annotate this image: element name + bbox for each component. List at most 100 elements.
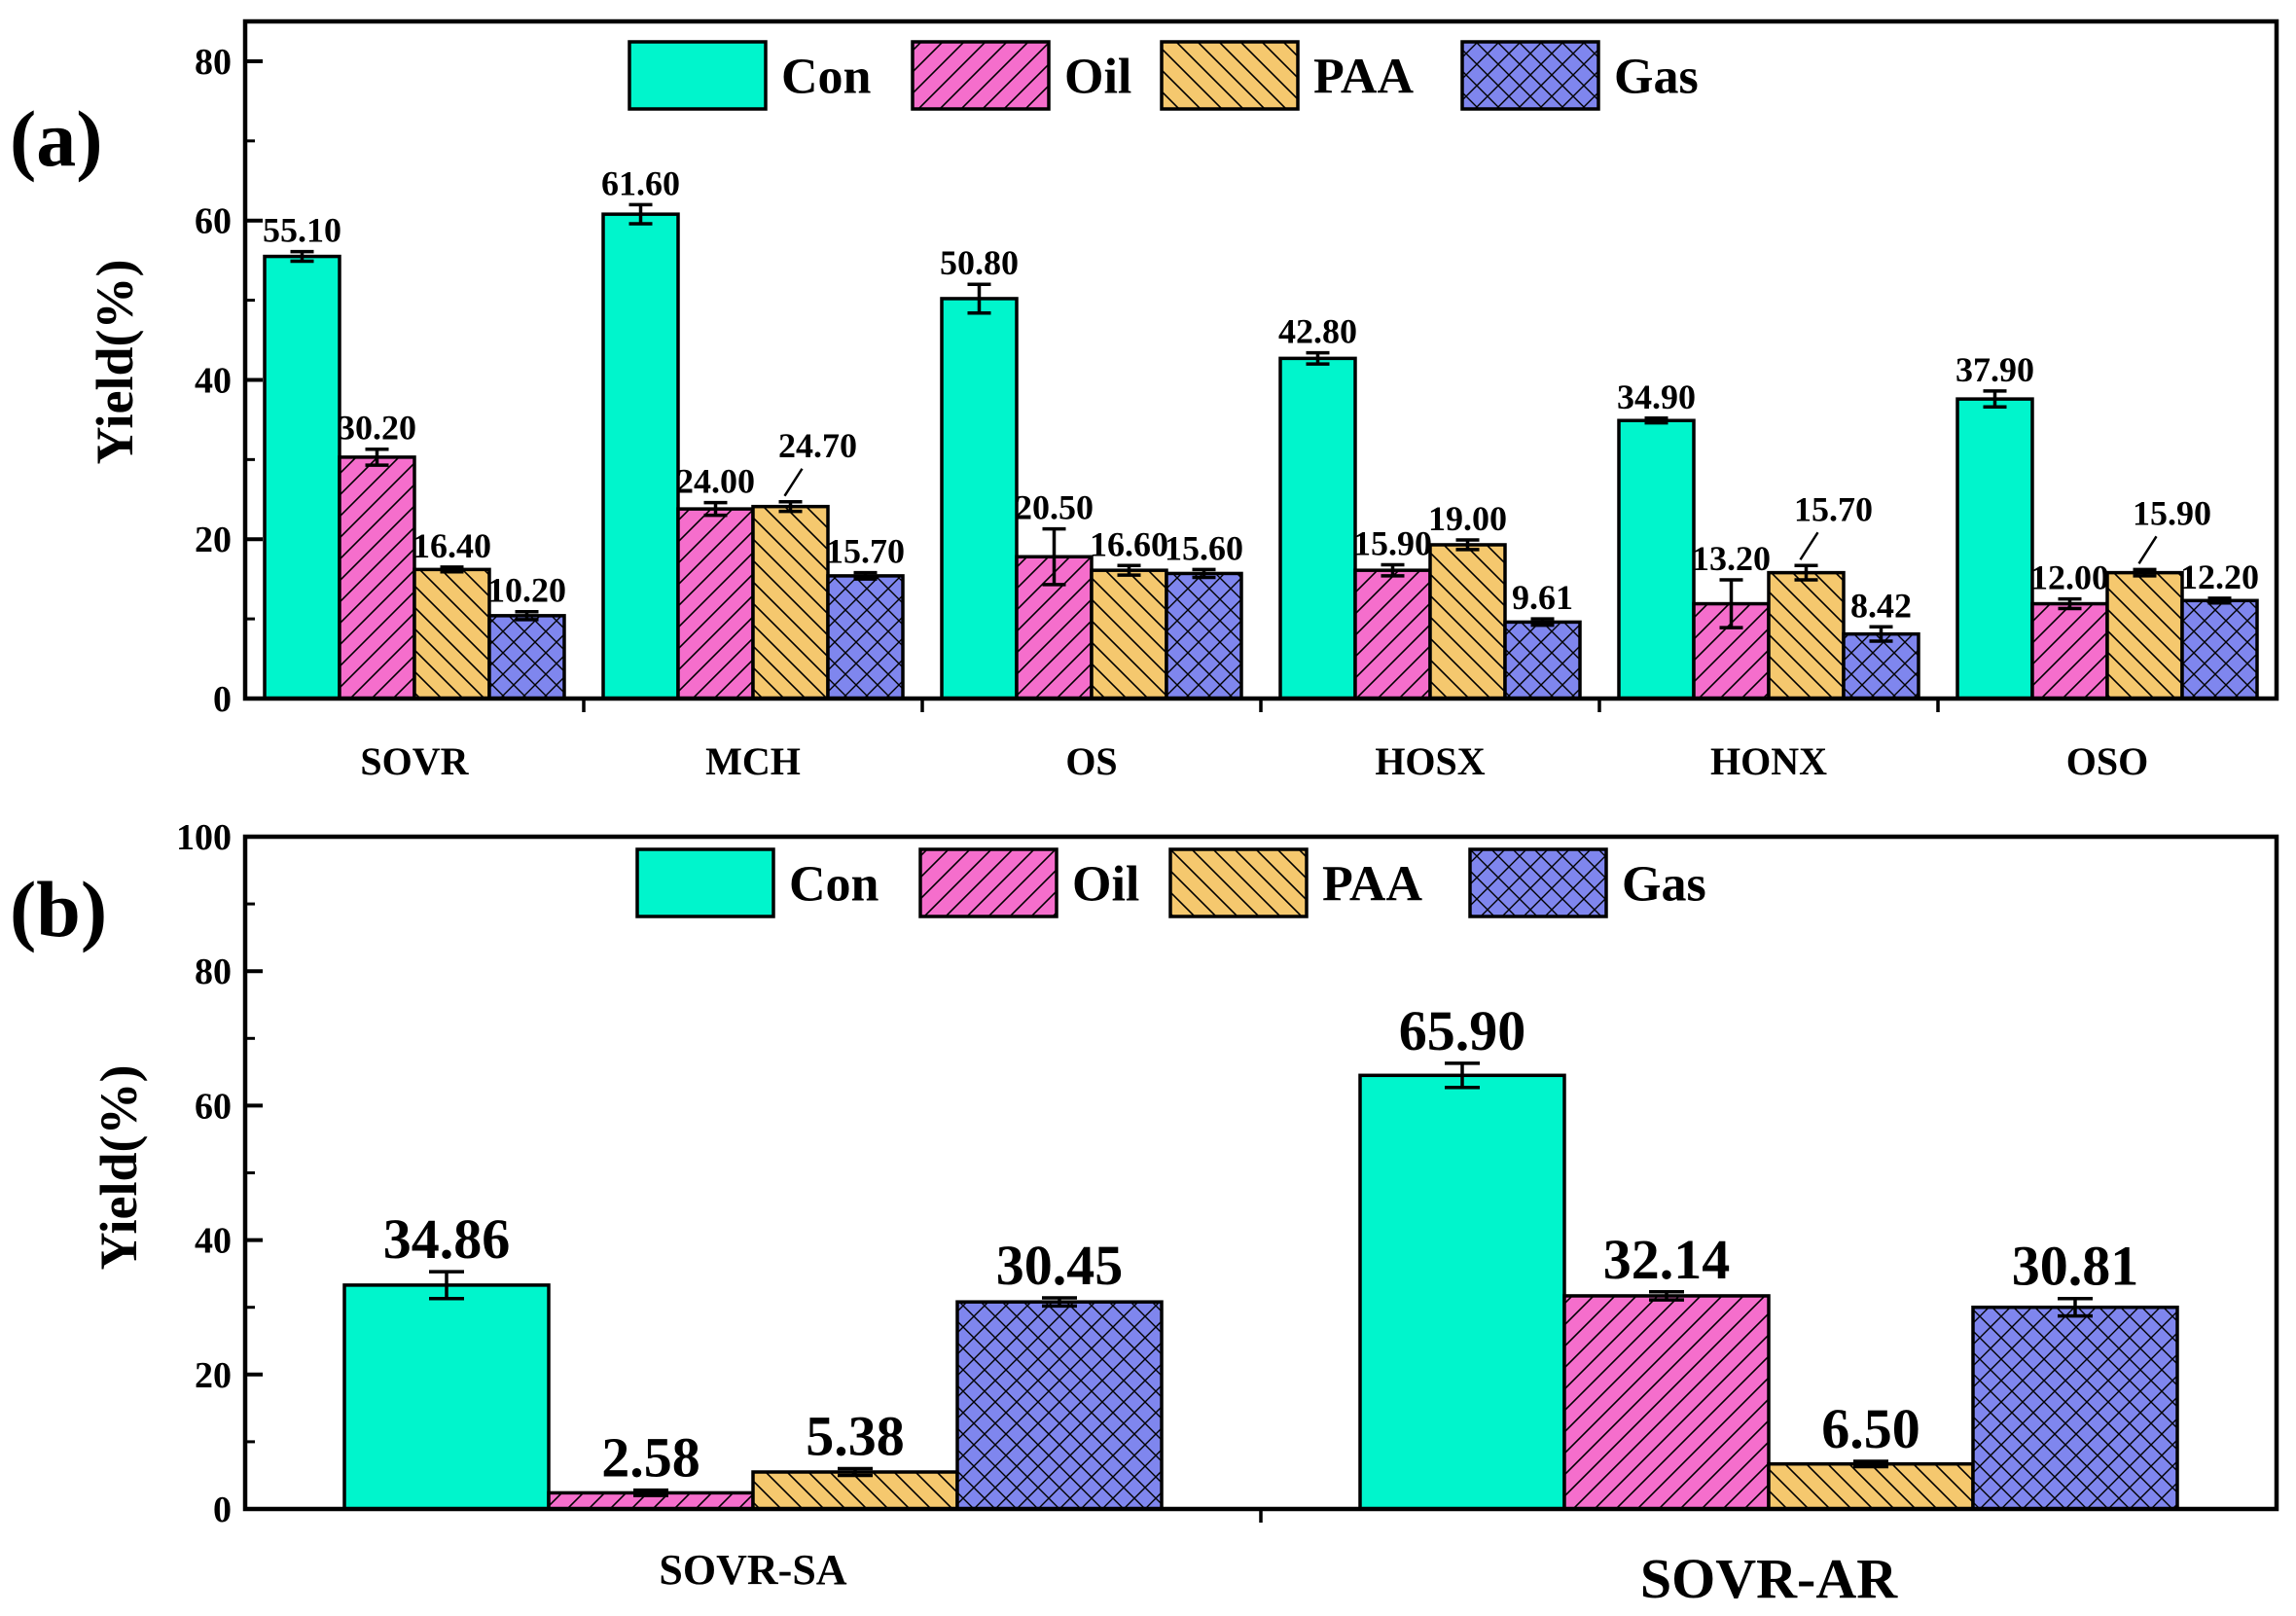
y-tick-label: 60	[195, 201, 232, 242]
legend-swatch-gas	[1460, 40, 1600, 111]
label-leader	[2137, 535, 2158, 565]
value-label: 15.90	[1353, 523, 1432, 562]
bar-gas	[1165, 571, 1243, 700]
category-label: SOVR-AR	[1640, 1547, 1898, 1610]
plot-frame	[242, 834, 2279, 1512]
legend-label-con: Con	[789, 857, 879, 913]
bar-con	[601, 212, 680, 700]
legend-a: Con Oil PAA Gas	[628, 40, 1699, 111]
y-tick-label: 20	[195, 520, 232, 560]
value-label: 20.50	[1015, 488, 1094, 527]
bar-con	[263, 254, 341, 700]
value-label: 50.80	[940, 243, 1019, 282]
legend-label-oil: Oil	[1064, 50, 1131, 105]
y-tick-label: 40	[195, 360, 232, 401]
bar-con	[342, 1283, 551, 1511]
bar-gas	[2180, 598, 2259, 700]
value-label: 34.86	[383, 1207, 511, 1271]
value-label: 42.80	[1278, 312, 1357, 351]
category-label: MCH	[705, 739, 801, 783]
bar-oil	[338, 455, 416, 700]
value-label: 15.70	[1794, 489, 1873, 528]
bar-con	[1278, 356, 1357, 700]
bar-con	[1358, 1073, 1566, 1511]
category-label: SOVR	[360, 739, 469, 783]
y-tick-label: 40	[195, 1221, 232, 1262]
value-label: 24.70	[778, 426, 857, 465]
legend-swatch-con	[628, 40, 768, 111]
chart-marks-b: 0 20 40 60 80 100 34.86 2.58 5.38 30.45 SOVR-SA 65.…	[176, 817, 2279, 1610]
panel-label-a: (a)	[10, 94, 103, 183]
y-tick-label: 60	[195, 1086, 232, 1127]
value-label: 37.90	[1955, 350, 2034, 389]
y-tick-label: 80	[195, 42, 232, 83]
y-tick-label: 0	[213, 679, 232, 720]
value-label: 34.90	[1617, 377, 1696, 416]
legend-swatch-oil	[911, 40, 1051, 111]
bar-oil	[1562, 1294, 1771, 1511]
value-label: 61.60	[601, 163, 680, 202]
y-axis-label-a: Yield(%)	[86, 260, 144, 465]
bar-oil	[2030, 601, 2109, 700]
bar-con	[1955, 397, 2034, 700]
value-label: 10.20	[487, 571, 566, 610]
y-tick-label: 20	[195, 1355, 232, 1396]
bar-paa	[2105, 570, 2184, 700]
value-label: 9.61	[1512, 578, 1573, 617]
bar-con	[1617, 418, 1696, 700]
legend-swatch-gas	[1468, 847, 1608, 918]
panel-b: (b) Yield(%) 0 20 40 60 80 100 34.86 2.58 5.38 30…	[10, 817, 2279, 1610]
bar-paa	[413, 567, 491, 700]
value-label: 12.20	[2180, 557, 2259, 596]
bar-oil	[1353, 568, 1432, 700]
value-label: 19.00	[1428, 499, 1507, 538]
value-label: 32.14	[1603, 1228, 1731, 1291]
legend-swatch-paa	[1160, 40, 1300, 111]
legend-swatch-con	[635, 847, 775, 918]
bar-paa	[1090, 568, 1168, 700]
legend-label-gas: Gas	[1614, 50, 1699, 105]
y-tick-label: 80	[195, 952, 232, 992]
bar-gas	[1842, 631, 1920, 700]
value-label: 15.70	[826, 532, 905, 571]
bar-oil	[676, 507, 755, 700]
bar-gas	[826, 574, 905, 700]
category-label: OSO	[2066, 739, 2148, 783]
bar-paa	[1767, 570, 1846, 700]
value-label: 15.60	[1165, 528, 1243, 567]
value-label: 55.10	[263, 211, 341, 250]
category-label: HOSX	[1375, 739, 1485, 783]
legend-label-paa: PAA	[1313, 50, 1414, 105]
value-label: 2.58	[601, 1426, 700, 1490]
legend-label-con: Con	[781, 50, 872, 105]
legend-label-gas: Gas	[1622, 857, 1706, 913]
legend-swatch-paa	[1168, 847, 1309, 918]
value-label: 16.40	[413, 526, 491, 565]
value-label: 30.45	[996, 1234, 1124, 1297]
value-label: 6.50	[1821, 1397, 1920, 1460]
value-label: 5.38	[806, 1405, 905, 1468]
legend-label-paa: PAA	[1322, 857, 1422, 913]
category-label: OS	[1065, 739, 1117, 783]
value-label: 30.81	[2012, 1235, 2139, 1298]
label-leader	[783, 468, 804, 497]
bar-paa	[751, 504, 830, 700]
panel-label-b: (b)	[10, 865, 107, 953]
bar-paa	[751, 1470, 959, 1511]
category-label: SOVR-SA	[659, 1546, 846, 1594]
plot-frame	[242, 18, 2279, 701]
y-axis-label-b: Yield(%)	[90, 1065, 148, 1271]
value-label: 15.90	[2133, 493, 2211, 532]
bar-gas	[487, 614, 566, 700]
legend-swatch-oil	[918, 847, 1058, 918]
value-label: 16.60	[1090, 524, 1168, 563]
y-tick-label: 100	[176, 817, 232, 858]
value-label: 65.90	[1399, 999, 1526, 1062]
value-label: 24.00	[676, 462, 755, 501]
panel-a: (a) Yield(%) 0 20 40 60 80 55.10 30.20 16.40 10.…	[10, 18, 2279, 783]
legend-b: Con Oil PAA Gas	[635, 847, 1706, 918]
legend-label-oil: Oil	[1072, 857, 1139, 913]
value-label: 12.00	[2030, 558, 2109, 597]
value-label: 13.20	[1692, 539, 1771, 578]
